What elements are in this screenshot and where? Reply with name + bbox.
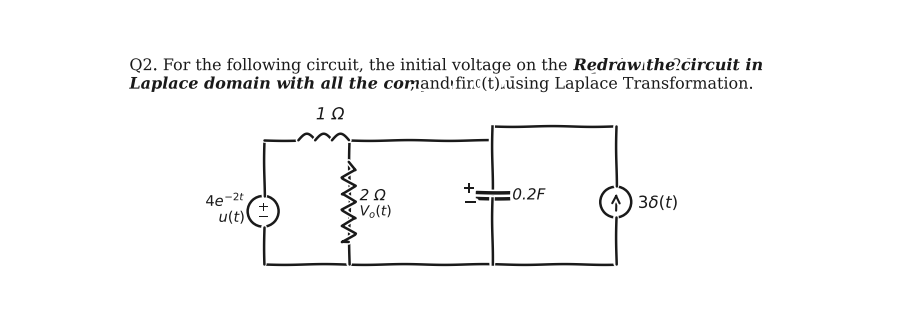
Text: −: − — [464, 194, 477, 211]
Text: +: + — [258, 200, 270, 214]
Text: , and find v: , and find v — [410, 76, 502, 92]
Text: $V_o(t)$: $V_o(t)$ — [360, 202, 393, 220]
Text: Laplace domain with all the component values: Laplace domain with all the component va… — [129, 76, 547, 92]
Text: 1 Ω: 1 Ω — [316, 106, 344, 123]
Text: 0: 0 — [475, 79, 482, 89]
Text: 2 Ω: 2 Ω — [360, 188, 386, 203]
Text: 0.2F: 0.2F — [512, 188, 546, 202]
Text: −: − — [258, 210, 270, 224]
Text: Q2. For the following circuit, the initial voltage on the capacitor is 2 V.: Q2. For the following circuit, the initi… — [129, 57, 709, 74]
Text: +: + — [462, 180, 476, 197]
Text: $3\delta(t)$: $3\delta(t)$ — [637, 192, 679, 212]
Text: Redraw the circuit in: Redraw the circuit in — [574, 57, 763, 74]
Text: $u(t)$: $u(t)$ — [218, 208, 245, 226]
Text: (t) using Laplace Transformation.: (t) using Laplace Transformation. — [481, 76, 755, 92]
Text: $4e^{-2t}$: $4e^{-2t}$ — [205, 190, 245, 209]
